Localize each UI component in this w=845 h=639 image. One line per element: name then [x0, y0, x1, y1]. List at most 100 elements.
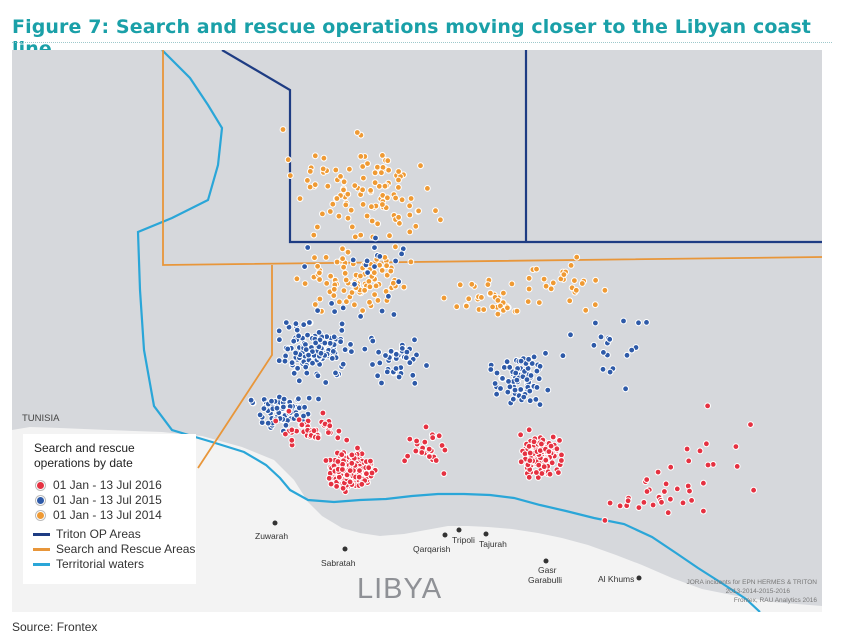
legend-2014-dot-icon — [36, 511, 45, 521]
legend-item-sar: Search and Rescue Areas — [33, 542, 195, 556]
incident-dot-2016 — [429, 434, 437, 442]
incident-dot-2015 — [533, 384, 541, 391]
incident-dot-2015 — [260, 405, 268, 413]
incident-dot-2015 — [295, 332, 303, 340]
incident-dot-2014 — [337, 173, 344, 180]
incident-dot-2015 — [304, 244, 312, 251]
incident-dot-2014 — [385, 166, 393, 174]
incident-dot-2016 — [517, 431, 525, 439]
incident-dot-2015 — [347, 341, 354, 348]
incident-dot-2015 — [330, 333, 338, 341]
incident-dot-2016 — [346, 478, 354, 486]
incident-dot-2015 — [315, 329, 323, 336]
gasr-garabulli-marker — [543, 558, 549, 564]
legend-2015-label: 01 Jan - 13 Jul 2015 — [53, 493, 162, 507]
incident-dot-2014 — [547, 285, 555, 293]
incident-dot-2014 — [314, 223, 321, 231]
incident-dot-2015 — [487, 366, 495, 373]
incident-dot-2015 — [337, 338, 345, 346]
incident-dot-2015 — [364, 269, 372, 277]
incident-dot-2014 — [407, 258, 415, 266]
incident-dot-2014 — [368, 217, 376, 225]
incident-dot-2015 — [513, 376, 521, 384]
incident-dot-2015 — [376, 253, 384, 260]
incident-dot-2015 — [332, 369, 339, 377]
incident-dot-2014 — [296, 195, 304, 203]
legend-territorial-line-icon — [33, 563, 50, 567]
incident-dot-2016 — [654, 468, 662, 476]
incident-dot-2016 — [601, 517, 609, 524]
incident-dot-2015 — [523, 376, 531, 384]
incident-dot-2015 — [321, 339, 329, 347]
incident-dot-2014 — [324, 182, 332, 190]
incident-dot-2015 — [525, 355, 532, 363]
incident-dot-2014 — [480, 306, 488, 314]
incident-dot-2015 — [499, 375, 506, 382]
incident-dot-2016 — [683, 445, 691, 453]
incident-dot-2015 — [280, 395, 288, 403]
incident-dot-2014 — [591, 301, 599, 309]
incident-dot-2016 — [733, 463, 741, 470]
incident-dot-2015 — [374, 372, 382, 380]
incident-dot-2016 — [696, 447, 704, 455]
incident-dot-2016 — [538, 440, 545, 448]
incident-dot-2014 — [366, 298, 373, 306]
incident-dot-2015 — [599, 365, 607, 373]
incident-dot-2015 — [315, 395, 322, 403]
incident-dot-2015 — [288, 359, 296, 367]
incident-dot-2015 — [623, 351, 631, 359]
incident-dot-2014 — [311, 254, 318, 262]
incident-dot-2015 — [280, 403, 287, 411]
incident-dot-2015 — [275, 357, 283, 365]
place-tajurah: Tajurah — [479, 539, 507, 549]
incident-dot-2015 — [517, 386, 525, 393]
tajurah-marker — [483, 531, 489, 537]
incident-dots — [247, 126, 757, 524]
incident-dot-2016 — [643, 476, 651, 484]
incident-dot-2014 — [333, 195, 341, 202]
incident-dot-2014 — [359, 201, 367, 208]
incident-dot-2014 — [340, 263, 348, 271]
incident-dot-2014 — [371, 179, 379, 187]
incident-dot-2014 — [374, 163, 381, 171]
incident-dot-2014 — [513, 307, 521, 315]
incident-dot-2015 — [385, 292, 392, 300]
incident-dot-2014 — [340, 287, 348, 295]
incident-dot-2016 — [310, 427, 318, 435]
incident-dot-2014 — [368, 203, 375, 211]
legend-item-territorial: Territorial waters — [33, 557, 144, 571]
legend-title-line-1: Search and rescue — [34, 441, 135, 455]
incident-dot-2015 — [533, 367, 541, 375]
incident-dot-2014 — [353, 129, 361, 136]
incident-dot-2016 — [750, 486, 757, 494]
incident-dot-2015 — [301, 403, 309, 411]
incident-dot-2015 — [305, 394, 313, 402]
incident-dot-2015 — [392, 257, 400, 265]
incident-dot-2015 — [304, 331, 311, 339]
incident-dot-2015 — [295, 377, 303, 385]
incident-dot-2014 — [284, 156, 292, 164]
incident-dot-2015 — [361, 345, 369, 353]
incident-dot-2015 — [276, 336, 283, 344]
incident-dot-2015 — [535, 375, 543, 383]
incident-dot-2015 — [567, 331, 574, 339]
incident-dot-2014 — [379, 152, 386, 159]
incident-dot-2015 — [536, 401, 544, 409]
incident-dot-2014 — [573, 253, 581, 261]
incident-dot-2016 — [606, 499, 614, 507]
incident-dot-2014 — [311, 301, 319, 308]
incident-dot-2015 — [606, 368, 614, 376]
incident-dot-2014 — [415, 207, 423, 215]
incident-dot-2014 — [361, 286, 369, 294]
incident-dot-2015 — [559, 352, 567, 360]
incident-dot-2016 — [547, 442, 555, 450]
incident-dot-2015 — [341, 346, 349, 354]
incident-dot-2016 — [558, 457, 565, 464]
incident-dot-2016 — [298, 421, 306, 429]
incident-dot-2016 — [295, 416, 303, 424]
incident-dot-2014 — [395, 176, 402, 184]
incident-dot-2016 — [662, 480, 670, 488]
incident-dot-2016 — [556, 437, 563, 444]
incident-dot-2016 — [704, 402, 711, 410]
place-zuwarah: Zuwarah — [255, 531, 288, 541]
